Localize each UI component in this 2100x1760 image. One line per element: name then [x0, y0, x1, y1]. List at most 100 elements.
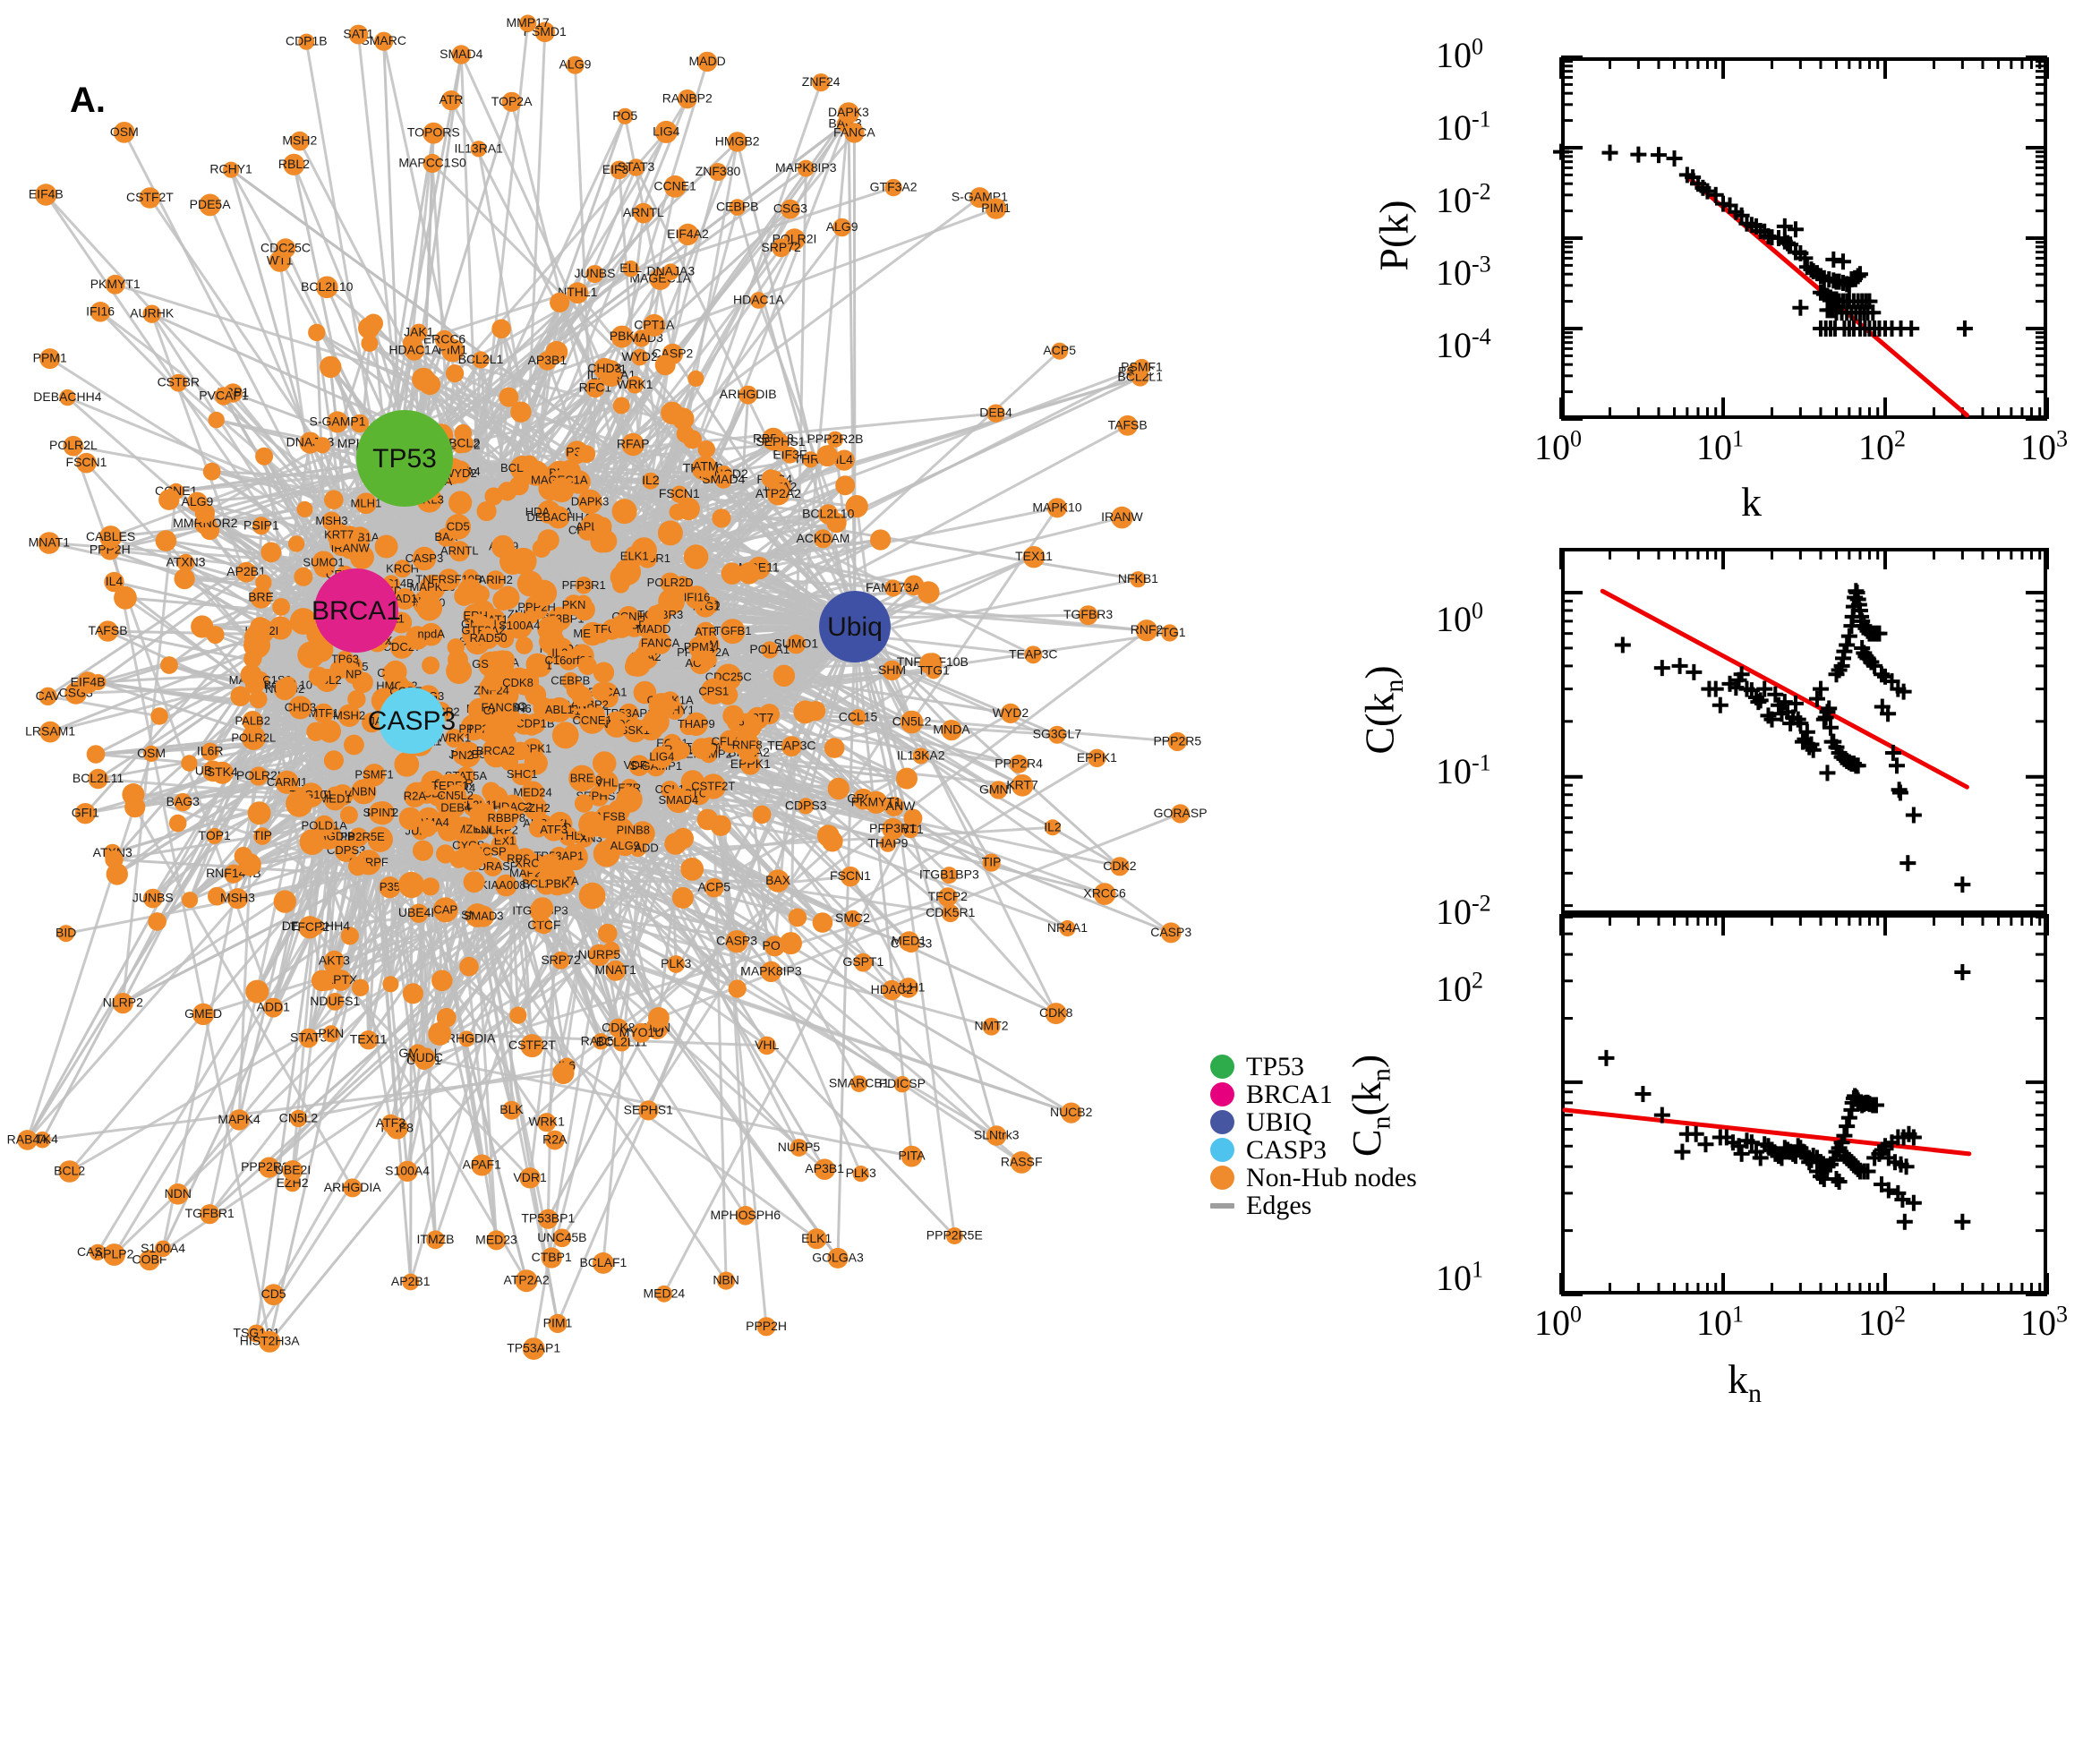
- network-node[interactable]: [255, 448, 273, 466]
- network-node[interactable]: [300, 829, 326, 855]
- network-node[interactable]: [658, 520, 683, 545]
- network-node[interactable]: [806, 701, 825, 721]
- network-node[interactable]: [412, 368, 435, 391]
- network-node[interactable]: [516, 637, 534, 654]
- network-node[interactable]: [182, 892, 198, 908]
- network-node[interactable]: [169, 815, 187, 833]
- network-node[interactable]: [509, 1007, 526, 1024]
- network-node[interactable]: [664, 833, 687, 855]
- network-node[interactable]: [150, 707, 168, 725]
- network-node[interactable]: [738, 562, 761, 585]
- network-node[interactable]: [250, 690, 268, 708]
- network-node[interactable]: [532, 897, 554, 919]
- network-node[interactable]: [124, 797, 145, 817]
- network-node[interactable]: [431, 970, 453, 992]
- network-node[interactable]: [594, 530, 618, 553]
- network-node[interactable]: [816, 445, 838, 466]
- network-node[interactable]: [835, 475, 855, 495]
- network-node[interactable]: [324, 490, 344, 509]
- network-node[interactable]: [626, 652, 651, 677]
- network-node[interactable]: [762, 469, 781, 488]
- network-node[interactable]: [828, 778, 849, 799]
- network-node[interactable]: [344, 735, 364, 756]
- network-node[interactable]: [320, 356, 341, 378]
- network-node[interactable]: [87, 745, 106, 764]
- network-node[interactable]: [398, 872, 424, 898]
- network-node[interactable]: [363, 314, 383, 334]
- network-node[interactable]: [448, 650, 468, 671]
- network-node[interactable]: [274, 890, 296, 912]
- network-node[interactable]: [308, 324, 325, 341]
- network-node[interactable]: [352, 979, 369, 996]
- network-node[interactable]: [314, 437, 330, 453]
- network-node[interactable]: [499, 718, 517, 736]
- network-node[interactable]: [459, 957, 479, 977]
- network-node[interactable]: [677, 425, 695, 443]
- network-node[interactable]: [428, 1022, 451, 1046]
- network-node[interactable]: [578, 656, 597, 675]
- network-node[interactable]: [896, 768, 918, 790]
- network-node[interactable]: [655, 355, 676, 375]
- network-node[interactable]: [255, 575, 271, 591]
- network-node[interactable]: [399, 807, 422, 830]
- network-node[interactable]: [579, 883, 606, 910]
- network-node[interactable]: [419, 819, 437, 837]
- network-node[interactable]: [813, 912, 833, 933]
- network-node[interactable]: [617, 787, 643, 813]
- network-node[interactable]: [496, 586, 519, 610]
- network-node[interactable]: [309, 667, 329, 687]
- network-node[interactable]: [483, 671, 503, 691]
- network-node[interactable]: [276, 678, 297, 699]
- network-node[interactable]: [510, 548, 537, 575]
- network-node[interactable]: [422, 656, 440, 674]
- network-node[interactable]: [598, 924, 618, 944]
- network-node[interactable]: [537, 616, 563, 642]
- network-node[interactable]: [577, 445, 595, 463]
- network-node[interactable]: [510, 402, 531, 423]
- network-node[interactable]: [531, 580, 558, 607]
- network-node[interactable]: [156, 530, 177, 551]
- network-node[interactable]: [312, 970, 333, 992]
- network-node[interactable]: [382, 976, 398, 992]
- network-node[interactable]: [319, 720, 341, 742]
- network-node[interactable]: [824, 738, 845, 758]
- network-node[interactable]: [340, 806, 358, 824]
- network-node[interactable]: [822, 831, 843, 852]
- network-node[interactable]: [297, 501, 313, 517]
- network-node[interactable]: [687, 371, 704, 387]
- network-node[interactable]: [684, 544, 709, 569]
- network-node[interactable]: [491, 320, 511, 339]
- network-node[interactable]: [394, 752, 419, 777]
- network-node[interactable]: [578, 811, 604, 837]
- network-node[interactable]: [592, 682, 610, 700]
- network-node[interactable]: [450, 850, 468, 868]
- network-node[interactable]: [288, 535, 304, 551]
- plot-canvas-d[interactable]: [1343, 861, 2100, 1443]
- network-node[interactable]: [446, 364, 464, 382]
- network-node[interactable]: [647, 605, 665, 623]
- network-node[interactable]: [550, 477, 575, 502]
- network-node[interactable]: [260, 543, 281, 563]
- network-node[interactable]: [464, 871, 485, 893]
- network-node[interactable]: [245, 980, 269, 1004]
- network-node[interactable]: [413, 841, 433, 861]
- network-node[interactable]: [244, 625, 270, 651]
- network-node[interactable]: [105, 850, 123, 868]
- network-node[interactable]: [697, 809, 719, 831]
- network-node[interactable]: [472, 585, 490, 603]
- network-graph[interactable]: MAGEC1AITGB1BP3CSTF2TPOLR2ITEAP3CCDK8CEB…: [0, 0, 1316, 1443]
- network-node[interactable]: [209, 412, 225, 428]
- network-node[interactable]: [181, 755, 197, 771]
- network-node[interactable]: [448, 491, 472, 514]
- network-node[interactable]: [158, 490, 179, 510]
- network-node[interactable]: [918, 581, 940, 603]
- network-node[interactable]: [673, 742, 690, 759]
- network-node[interactable]: [203, 463, 221, 481]
- network-node[interactable]: [191, 615, 213, 637]
- network-node[interactable]: [348, 857, 368, 876]
- network-node[interactable]: [552, 1063, 574, 1084]
- network-node[interactable]: [729, 979, 747, 997]
- network-node[interactable]: [691, 738, 713, 759]
- network-node[interactable]: [712, 508, 730, 527]
- network-node[interactable]: [375, 535, 398, 559]
